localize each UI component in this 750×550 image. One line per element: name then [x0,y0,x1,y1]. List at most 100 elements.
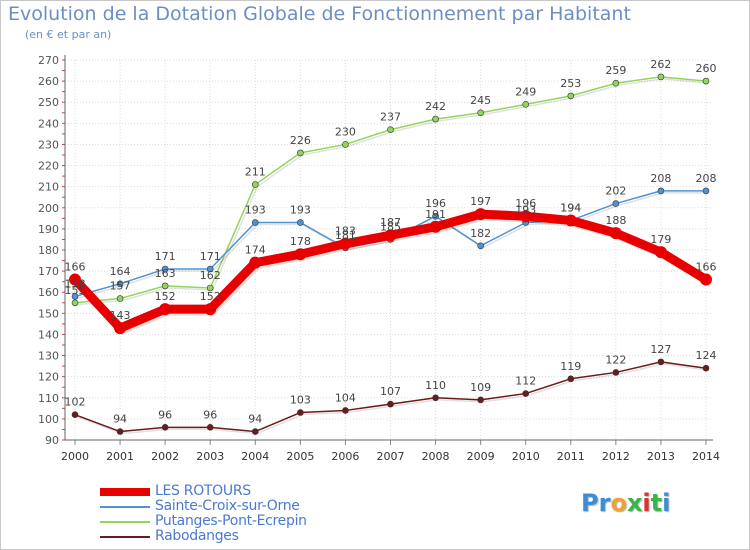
data-label-sainte-croix-sur-orne: 171 [200,250,221,263]
legend-swatch [100,536,150,538]
data-point-les-rotours [519,210,532,223]
y-tick-label: 140 [38,328,59,341]
logo-letter: i [642,489,651,517]
y-tick-label: 230 [38,138,59,151]
data-point-les-rotours [69,273,81,286]
series [69,73,712,435]
y-tick-label: 240 [38,117,59,130]
legend-label: LES ROTOURS [155,483,251,499]
data-label-putanges-pont-ecrepin: 260 [696,62,717,75]
logo-letter: t [650,489,663,517]
x-tick-label: 2012 [602,450,630,463]
y-tick-label: 180 [38,244,59,257]
data-point-sainte-croix-sur-orne [71,293,79,300]
data-point-les-rotours [564,214,577,227]
axes: 9010011012013014015016017018019020021022… [38,54,720,463]
chart-title: Evolution de la Dotation Globale de Fonc… [8,3,631,25]
data-point-rabodanges [612,369,620,376]
y-tick-label: 250 [38,96,59,109]
data-point-rabodanges [251,428,259,435]
legend-label: Rabodanges [155,528,239,544]
data-label-les-rotours: 187 [380,216,401,229]
data-point-sainte-croix-sur-orne [477,242,484,250]
y-tick-label: 160 [38,286,59,299]
data-point-sainte-croix-sur-orne [612,200,620,207]
data-label-les-rotours: 188 [605,214,626,227]
x-tick-label: 2006 [331,450,359,463]
legend-swatch [100,506,150,508]
x-tick-label: 2001 [106,450,134,463]
data-point-rabodanges [116,428,124,435]
data-point-sainte-croix-sur-orne [251,219,259,226]
data-point-sainte-croix-sur-orne [657,187,665,195]
series-shadow-sainte-croix-sur-orne [76,192,708,300]
data-label-les-rotours: 191 [425,208,446,221]
data-label-putanges-pont-ecrepin: 249 [515,85,536,98]
data-point-les-rotours [339,237,352,250]
data-label-putanges-pont-ecrepin: 230 [335,125,356,138]
data-label-putanges-pont-ecrepin: 163 [155,267,176,280]
data-label-les-rotours: 152 [200,290,221,303]
data-point-putanges-pont-ecrepin [161,282,169,290]
y-tick-label: 260 [38,75,59,88]
data-point-les-rotours [204,303,217,316]
data-label-les-rotours: 196 [515,197,536,210]
data-point-sainte-croix-sur-orne [432,212,439,220]
proxiti-logo: Proxiti [581,489,670,517]
data-label-rabodanges: 112 [515,375,536,388]
y-tick-label: 220 [38,160,59,173]
data-point-rabodanges [702,364,710,372]
logo-letter: o [610,489,627,517]
data-label-sainte-croix-sur-orne: 164 [110,265,131,278]
y-tick-label: 200 [38,202,59,215]
data-point-putanges-pont-ecrepin [342,141,349,148]
data-point-putanges-pont-ecrepin [251,181,259,188]
data-label-sainte-croix-sur-orne: 193 [245,204,266,217]
data-point-les-rotours [384,229,397,242]
data-label-rabodanges: 102 [65,396,86,409]
data-label-rabodanges: 107 [380,385,401,398]
y-tick-label: 170 [38,265,59,278]
data-point-rabodanges [342,407,349,414]
data-point-les-rotours [159,303,172,316]
x-tick-label: 2007 [377,450,405,463]
data-point-rabodanges [522,390,530,397]
x-tick-label: 2003 [196,450,224,463]
data-label-putanges-pont-ecrepin: 155 [65,284,86,297]
data-label-rabodanges: 96 [203,408,217,421]
legend-swatch [100,488,150,496]
y-tick-label: 210 [38,181,59,194]
data-label-putanges-pont-ecrepin: 162 [200,269,221,282]
data-label-rabodanges: 94 [248,413,262,426]
data-point-putanges-pont-ecrepin [477,109,484,117]
data-label-putanges-pont-ecrepin: 226 [290,134,311,147]
data-label-rabodanges: 94 [113,413,127,426]
y-tick-label: 100 [38,413,59,426]
data-label-putanges-pont-ecrepin: 237 [380,111,401,124]
data-label-rabodanges: 109 [470,381,491,394]
legend-label: Putanges-Pont-Ecrepin [155,513,307,529]
x-tick-label: 2008 [422,450,450,463]
data-label-rabodanges: 103 [290,394,311,407]
data-label-sainte-croix-sur-orne: 185 [380,220,401,233]
data-point-rabodanges [71,411,79,418]
data-label-sainte-croix-sur-orne: 182 [470,227,491,240]
data-label-les-rotours: 179 [650,233,671,246]
data-label-rabodanges: 127 [650,343,671,356]
data-label-sainte-croix-sur-orne: 158 [65,277,86,290]
data-point-les-rotours [114,322,127,335]
data-label-les-rotours: 194 [560,201,581,214]
data-point-rabodanges [567,375,575,383]
x-tick-label: 2002 [151,450,179,463]
y-tick-label: 190 [38,223,59,236]
data-point-sainte-croix-sur-orne [116,280,124,288]
x-tick-label: 2004 [241,450,269,463]
data-label-sainte-croix-sur-orne: 171 [155,250,176,263]
data-label-sainte-croix-sur-orne: 196 [425,197,446,210]
data-point-putanges-pont-ecrepin [71,299,79,307]
x-tick-label: 2011 [557,450,585,463]
data-point-putanges-pont-ecrepin [702,77,710,85]
data-label-les-rotours: 183 [335,225,356,238]
